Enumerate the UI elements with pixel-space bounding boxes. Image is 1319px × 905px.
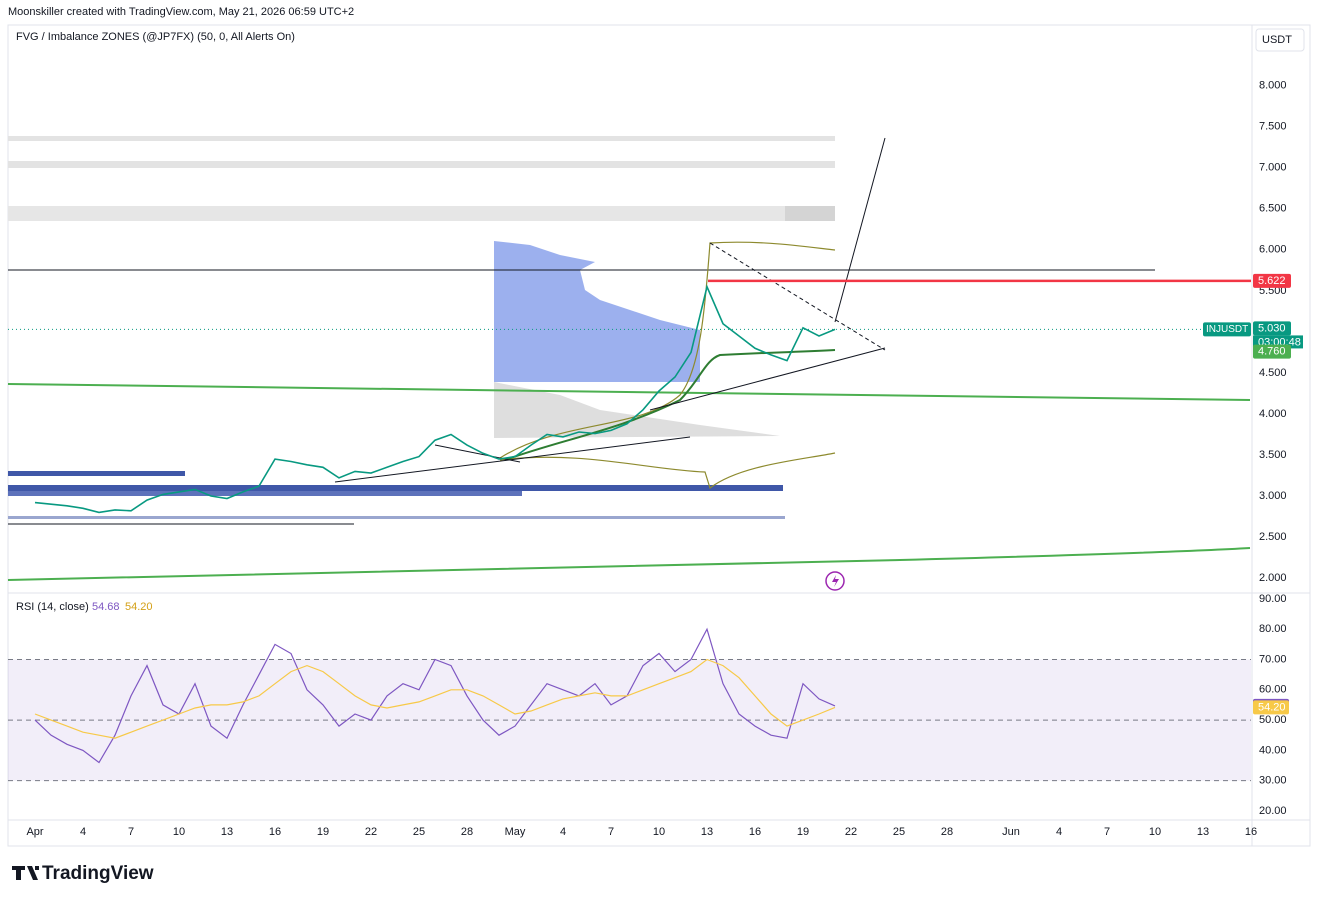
trend-line	[434, 444, 521, 463]
y-tick-label: 20.00	[1259, 805, 1287, 817]
y-tick-label: 8.000	[1259, 80, 1287, 92]
fvg-zone	[8, 206, 835, 221]
moving-average	[7, 383, 1251, 401]
y-tick-label: 70.00	[1259, 653, 1287, 665]
price-line	[34, 284, 836, 514]
price-tag-label: 5.622	[1258, 275, 1286, 287]
x-tick-label: 7	[1104, 826, 1110, 838]
trend-line	[709, 242, 886, 351]
y-tick-label: 7.500	[1259, 121, 1287, 133]
price-tag	[1253, 273, 1291, 288]
x-tick-label: 13	[1197, 826, 1209, 838]
x-tick-label: 13	[221, 826, 233, 838]
y-tick-label: 60.00	[1259, 684, 1287, 696]
frame	[7, 24, 1311, 847]
x-tick-label: 19	[797, 826, 809, 838]
y-tick-label: 90.00	[1259, 593, 1287, 605]
rsi-title: RSI (14, close)	[16, 601, 89, 613]
x-tick-label: 10	[1149, 826, 1161, 838]
y-tick-label: 4.000	[1259, 408, 1287, 420]
y-tick-label: 4.500	[1259, 367, 1287, 379]
vwap	[504, 349, 836, 461]
moving-average	[7, 547, 1251, 581]
x-tick-label: 25	[413, 826, 425, 838]
x-tick-label: 22	[365, 826, 377, 838]
y-tick-label: 30.00	[1259, 775, 1287, 787]
fvg-zone	[8, 136, 835, 141]
x-tick-label: 25	[893, 826, 905, 838]
trend-line	[334, 436, 691, 483]
alert-icon-bolt	[832, 575, 839, 587]
y-tick-label: 80.00	[1259, 623, 1287, 635]
vwap-band	[499, 452, 836, 489]
y-tick-label: 7.000	[1259, 162, 1287, 174]
rsi-ma-legend-value: 54.20	[125, 601, 153, 613]
x-tick-label: 28	[941, 826, 953, 838]
price-tag-label: 4.760	[1258, 345, 1286, 357]
y-tick-label: 6.500	[1259, 203, 1287, 215]
fvg-zone	[785, 206, 835, 221]
volume-profile	[494, 382, 780, 438]
fvg-zone	[8, 516, 785, 519]
fvg-zone	[8, 485, 783, 491]
currency-button[interactable]	[1255, 28, 1305, 52]
price-tag	[1253, 321, 1291, 336]
symbol-tag-label: INJUSDT	[1206, 324, 1248, 335]
y-tick-label: 2.500	[1259, 531, 1287, 543]
x-tick-label: Apr	[26, 826, 43, 838]
x-tick-label: May	[505, 826, 526, 838]
price-tag	[1253, 700, 1289, 715]
rsi-line	[34, 627, 836, 764]
x-tick-label: 16	[269, 826, 281, 838]
x-tick-label: 28	[461, 826, 473, 838]
y-tick-label: 3.000	[1259, 490, 1287, 502]
x-tick-label: 16	[1245, 826, 1257, 838]
x-tick-label: 19	[317, 826, 329, 838]
x-tick-label: 7	[608, 826, 614, 838]
x-tick-label: Jun	[1002, 826, 1020, 838]
fvg-zone	[8, 161, 835, 168]
attribution: Moonskiller created with TradingView.com…	[8, 6, 354, 18]
vwap-band	[499, 241, 836, 459]
y-tick-label: 3.500	[1259, 449, 1287, 461]
currency: USDT	[1262, 34, 1292, 46]
rsi-legend-value: 54.68	[92, 601, 120, 613]
indicator-title: FVG / Imbalance ZONES (@JP7FX) (50, 0, A…	[16, 31, 295, 43]
x-tick-label: 4	[560, 826, 566, 838]
x-tick-label: 4	[80, 826, 86, 838]
volume-profile	[494, 241, 700, 382]
price-tag	[1253, 344, 1291, 359]
x-tick-label: 10	[173, 826, 185, 838]
x-tick-label: 13	[701, 826, 713, 838]
price-tag-label: 5.030	[1258, 322, 1286, 334]
y-tick-label: 50.00	[1259, 714, 1287, 726]
logo-text: TradingView	[42, 863, 154, 884]
x-tick-label: 10	[653, 826, 665, 838]
x-tick-label: 16	[749, 826, 761, 838]
fvg-zone	[8, 491, 522, 496]
rsi-line	[34, 658, 836, 739]
x-tick-label: 4	[1056, 826, 1062, 838]
trend-line	[834, 137, 886, 323]
y-tick-label: 2.000	[1259, 572, 1287, 584]
y-tick-label: 40.00	[1259, 744, 1287, 756]
price-tag-label: 54.20	[1258, 701, 1286, 713]
x-tick-label: 22	[845, 826, 857, 838]
symbol-tag	[1203, 322, 1251, 337]
logo-icon	[12, 866, 39, 880]
x-tick-label: 7	[128, 826, 134, 838]
fvg-zone	[8, 471, 185, 476]
trend-line	[649, 347, 886, 411]
y-tick-label: 6.000	[1259, 244, 1287, 256]
